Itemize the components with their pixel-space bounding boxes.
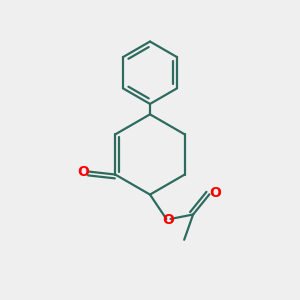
Text: O: O <box>162 213 174 227</box>
Text: O: O <box>209 186 221 200</box>
Text: O: O <box>77 164 89 178</box>
